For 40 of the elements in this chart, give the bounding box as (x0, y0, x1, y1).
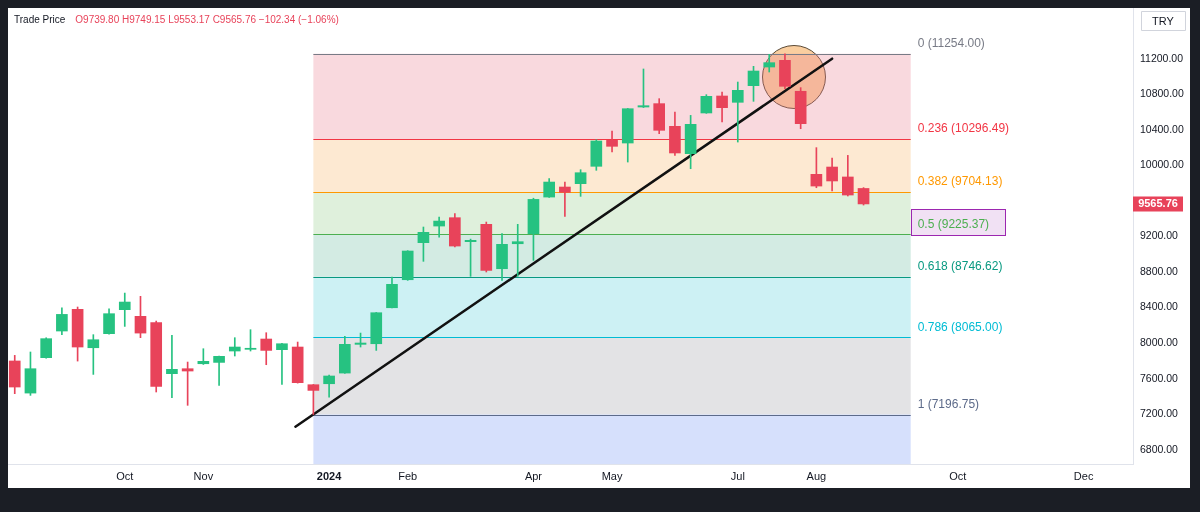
y-tick-label: 10800.00 (1140, 87, 1184, 100)
text: Trade Price (14, 13, 66, 25)
ref-line-label: 0.618 (8746.62) (917, 259, 1003, 274)
x-tick-label: Dec (1073, 469, 1094, 482)
text: 9565.76 (1138, 197, 1178, 210)
x-tick-label: Jul (730, 469, 745, 482)
x-tick-label: Oct (949, 469, 967, 482)
candlestick (118, 292, 131, 327)
y-tick-label: 10000.00 (1140, 158, 1184, 171)
ref-line-label: 0.786 (8065.00) (917, 319, 1003, 334)
candlestick (276, 342, 288, 385)
x-tick-label: Apr (524, 469, 543, 482)
ref-line-label: 0.236 (10296.49) (917, 121, 1010, 136)
candlestick (213, 355, 225, 386)
x-tick-label: Oct (116, 469, 134, 482)
x-tick-label: 2024 (316, 469, 343, 482)
y-tick-label: 11200.00 (1140, 51, 1184, 64)
y-axis-title: TRY (1152, 14, 1175, 27)
candlestick (511, 224, 524, 277)
ref-line-label: 1 (7196.75) (917, 396, 980, 411)
x-tick-label: May (601, 469, 623, 482)
ref-line-label: 0.382 (9704.13) (917, 173, 1003, 188)
y-tick-label: 8400.00 (1140, 300, 1179, 313)
y-tick-label: 8800.00 (1140, 264, 1179, 277)
candlestick (559, 181, 571, 217)
candlestick (731, 81, 744, 143)
ref-line-label: 0 (11254.00) (917, 36, 985, 51)
y-tick-label: 7200.00 (1140, 407, 1179, 420)
x-tick-label: Nov (193, 469, 214, 482)
candlestick (87, 334, 100, 375)
y-tick-label: 7600.00 (1140, 371, 1179, 384)
ref-line-label: 0.5 (9225.37) (917, 216, 990, 231)
candlestick (166, 335, 178, 399)
y-tick-label: 10400.00 (1140, 122, 1184, 135)
y-tick-label: 9200.00 (1140, 229, 1179, 242)
x-tick-label: Aug (806, 469, 827, 482)
text: O9739.80 H9749.15 L9553.17 C9565.76 −102.34 (−1.06%) (75, 13, 339, 25)
y-tick-label: 8000.00 (1140, 336, 1179, 348)
x-tick-label: Feb (398, 469, 418, 482)
y-tick-label: 6800.00 (1140, 442, 1179, 455)
